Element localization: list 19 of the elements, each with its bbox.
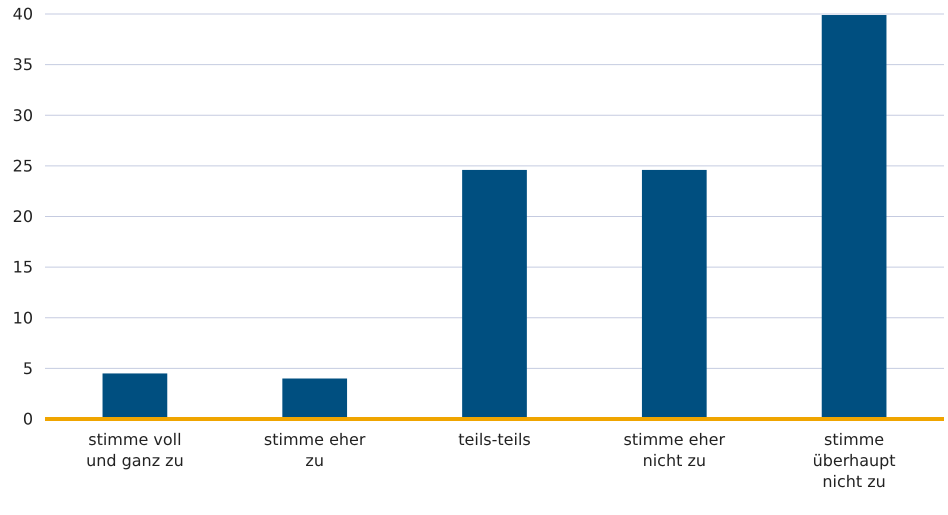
y-tick-label: 20 (12, 207, 33, 226)
x-tick-label: stimme eher zu (264, 430, 366, 470)
x-tick-label: stimme voll und ganz zu (86, 430, 184, 470)
bar (642, 170, 707, 419)
bar (462, 170, 527, 419)
x-tick-label: stimme überhaupt nicht zu (812, 430, 896, 491)
bar (102, 373, 168, 419)
y-tick-label: 25 (12, 156, 33, 176)
y-tick-label: 40 (12, 4, 33, 24)
y-tick-label: 35 (12, 55, 33, 74)
y-tick-label: 5 (22, 358, 33, 378)
bar (282, 378, 348, 419)
x-tick-label: teils-teils (458, 430, 531, 449)
x-tick-label: stimme eher nicht zu (624, 430, 726, 470)
bar (822, 15, 886, 419)
y-tick-label: 10 (12, 308, 33, 328)
y-tick-label: 0 (22, 410, 33, 429)
y-tick-label: 15 (12, 258, 33, 277)
y-tick-label: 30 (12, 106, 33, 125)
